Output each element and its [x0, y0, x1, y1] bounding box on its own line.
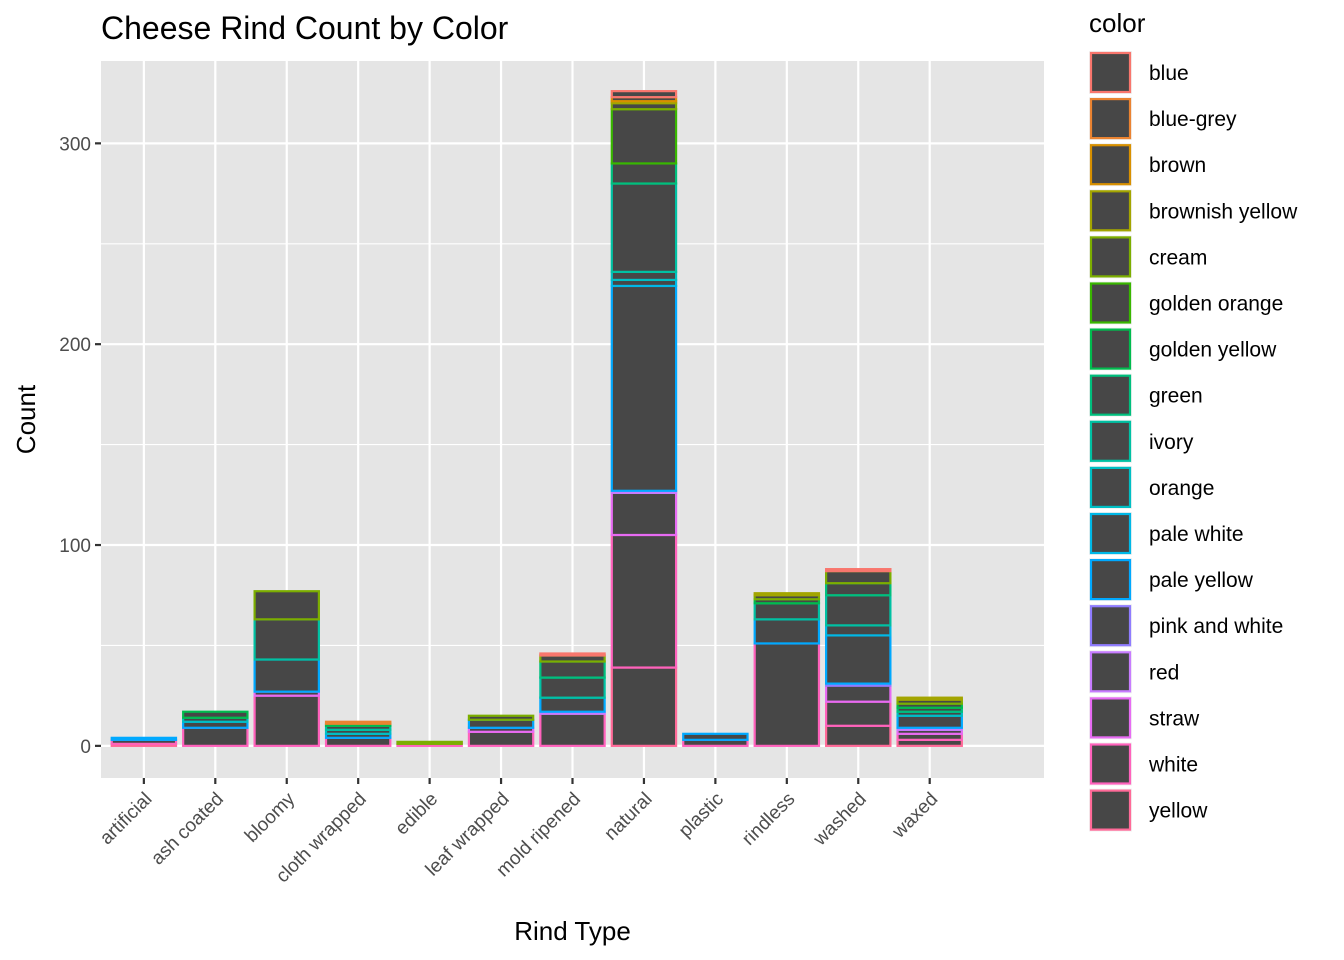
bar-segment [610, 284, 678, 492]
bar-segment [110, 736, 178, 741]
legend-swatch [1089, 789, 1132, 831]
legend-swatch [1089, 558, 1132, 601]
bar-segment [467, 714, 535, 721]
y-axis-title: Count [11, 384, 41, 454]
bars [110, 90, 963, 747]
legend-label: cream [1149, 246, 1207, 269]
legend-label: blue-grey [1149, 108, 1237, 131]
bar-segment [539, 696, 606, 713]
legend-swatch [1089, 236, 1132, 278]
bar-segment [610, 533, 678, 669]
legend-label: brownish yellow [1149, 200, 1298, 223]
bar-segment [753, 642, 821, 747]
legend-swatch [1089, 743, 1132, 785]
x-tick-label: edible [391, 789, 442, 840]
legend-swatch [1089, 512, 1132, 555]
bar-segment [539, 676, 606, 699]
x-axis-title: Rind Type [514, 916, 631, 946]
legend-title: color [1089, 8, 1146, 38]
legend-swatch [1089, 697, 1132, 739]
legend-swatch [1089, 605, 1132, 647]
legend: color blue blue-grey brown brownish yellow c… [1089, 8, 1298, 832]
bar-segment [539, 652, 606, 657]
bar-segment [825, 724, 892, 747]
x-tick-label: plastic [675, 789, 728, 842]
x-tick-label: ash coated [147, 789, 228, 870]
bar-segment [324, 736, 392, 747]
legend-label: pale yellow [1149, 569, 1254, 592]
legend-label: ivory [1149, 431, 1194, 454]
legend-label: green [1149, 385, 1203, 408]
bar-segment [610, 90, 678, 99]
bar-segment [753, 602, 821, 621]
bar-segment [610, 491, 678, 537]
bar-segment [182, 710, 249, 719]
bar-segment [539, 660, 606, 679]
legend-swatch [1089, 466, 1132, 508]
bar-segment [825, 594, 892, 627]
legend-label: white [1148, 754, 1198, 777]
legend-label: brown [1149, 154, 1206, 177]
bar-segment [467, 718, 535, 729]
legend-label: straw [1149, 707, 1200, 730]
bar-segment [253, 590, 320, 621]
bar-segment [610, 108, 678, 165]
legend-swatch [1089, 374, 1132, 416]
bar-segment [896, 714, 963, 729]
x-tick-label: artificial [96, 789, 156, 849]
bar-segment [610, 182, 678, 273]
bar-segment [253, 618, 320, 661]
bar-segment [682, 732, 749, 741]
legend-label: golden yellow [1149, 339, 1277, 362]
bar-segment [896, 696, 963, 701]
x-tick-label: washed [809, 789, 871, 851]
bar-segment [825, 684, 892, 703]
y-tick-label: 100 [59, 536, 91, 557]
bar-segment [825, 570, 892, 585]
x-tick-label: rindless [738, 789, 799, 850]
y-tick-label: 200 [59, 335, 91, 356]
bar-segment [253, 694, 320, 747]
legend-label: pink and white [1149, 615, 1283, 638]
bar-segment [539, 712, 606, 747]
x-tick-label: natural [601, 789, 657, 845]
x-tick-label: bloomy [241, 788, 300, 847]
legend-swatch [1089, 51, 1132, 94]
y-tick-label: 300 [59, 134, 91, 155]
legend-swatch [1089, 144, 1132, 186]
bar-segment [610, 162, 678, 185]
bar-segment [324, 720, 392, 725]
legend-swatch [1089, 328, 1132, 370]
legend-swatch [1089, 97, 1132, 140]
bar-segment [753, 618, 821, 645]
legend-label: red [1149, 661, 1179, 684]
bar-segment [825, 634, 892, 685]
chart-title: Cheese Rind Count by Color [101, 10, 509, 46]
legend-label: pale white [1149, 523, 1244, 546]
legend-label: blue [1149, 62, 1189, 85]
bar-segment [467, 730, 535, 747]
bar-segment [825, 624, 892, 637]
bar-segment [182, 726, 249, 747]
legend-label: orange [1149, 477, 1214, 500]
legend-swatch [1089, 420, 1132, 462]
bar-segment [610, 270, 678, 282]
bar-segment [825, 700, 892, 727]
bar-segment [253, 658, 320, 693]
bar-segment [610, 666, 678, 747]
legend-swatch [1089, 282, 1132, 324]
legend-swatch [1089, 651, 1132, 693]
bar-segment [396, 740, 463, 745]
y-tick-label: 0 [80, 737, 91, 758]
y-axis: 0 100 200 300 [59, 134, 101, 758]
bar-segment [753, 592, 821, 597]
bar-segment [825, 582, 892, 597]
bar-segment [825, 568, 892, 573]
legend-label: golden orange [1149, 293, 1283, 316]
legend-swatch [1089, 190, 1132, 232]
legend-label: yellow [1149, 800, 1208, 823]
x-tick-label: waxed [888, 789, 942, 843]
